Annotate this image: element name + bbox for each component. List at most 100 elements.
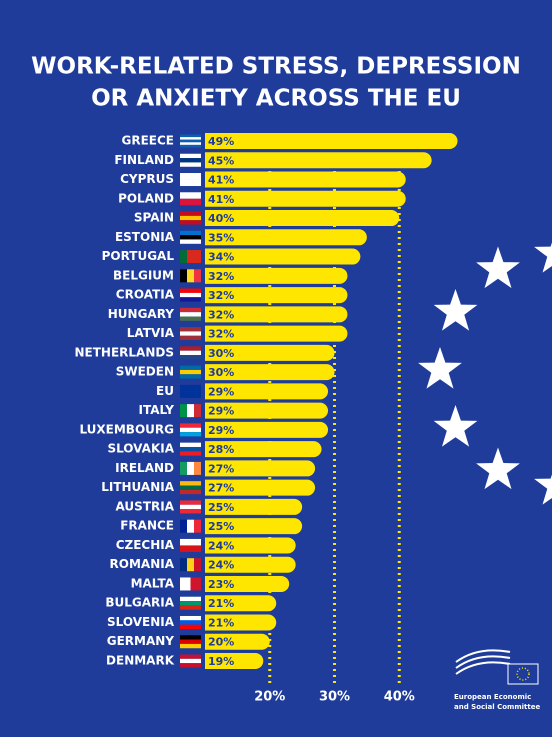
flag [180, 423, 201, 428]
flag [180, 307, 201, 313]
category-label: CYPRUS [120, 172, 174, 186]
flag [180, 404, 187, 418]
flag [187, 558, 194, 572]
flag [180, 658, 201, 664]
flag [180, 144, 201, 148]
category-label: SPAIN [134, 211, 174, 225]
flag [180, 391, 201, 398]
flag [180, 350, 201, 356]
category-label: ROMANIA [110, 557, 175, 571]
bar [205, 344, 335, 361]
bar [205, 421, 329, 438]
bar [205, 306, 348, 323]
flag [180, 355, 201, 360]
flag [180, 596, 201, 602]
chart-title: WORK-RELATED STRESS, DEPRESSION [31, 54, 521, 80]
flag [180, 211, 201, 216]
flag [180, 489, 201, 495]
flag [180, 235, 201, 240]
category-label: PORTUGAL [102, 249, 175, 263]
category-label: SWEDEN [116, 365, 174, 379]
star [534, 474, 552, 505]
flag [180, 335, 201, 341]
flag [190, 577, 201, 591]
star [476, 447, 520, 490]
flag [180, 134, 201, 138]
bar [205, 248, 361, 265]
flag [180, 442, 201, 447]
flag [180, 624, 201, 629]
flag [180, 327, 201, 332]
star [418, 347, 462, 389]
category-label: CZECHIA [116, 538, 175, 552]
value-label: 25% [208, 501, 234, 514]
star [433, 289, 478, 331]
value-label: 21% [208, 616, 234, 629]
flag [180, 605, 201, 610]
flag [180, 500, 201, 505]
flag [180, 374, 201, 379]
value-label: 40% [208, 212, 234, 225]
bar [205, 229, 367, 246]
bar [205, 210, 400, 227]
flag [180, 250, 187, 264]
bar [205, 614, 277, 631]
flag [180, 312, 201, 317]
flag [194, 404, 201, 418]
flag [180, 519, 187, 533]
value-label: 28% [208, 443, 234, 456]
flag [194, 461, 201, 475]
flag [180, 316, 201, 321]
category-label: CROATIA [116, 288, 175, 302]
value-label: 21% [208, 597, 234, 610]
value-label: 41% [208, 193, 234, 206]
flag [180, 192, 201, 199]
value-label: 32% [208, 328, 234, 341]
bar [205, 383, 329, 400]
bar [205, 575, 290, 592]
flag [180, 346, 201, 351]
flag [187, 404, 194, 418]
category-label: FINLAND [114, 153, 174, 167]
category-label: GERMANY [107, 634, 175, 648]
star [476, 246, 520, 289]
flag [180, 577, 191, 591]
flag [180, 663, 201, 668]
flag [180, 635, 201, 640]
category-label: POLAND [118, 191, 174, 205]
value-label: 30% [208, 347, 234, 360]
value-label: 29% [208, 385, 234, 398]
flag [194, 269, 201, 283]
bar [205, 171, 406, 188]
x-tick-label: 20% [254, 690, 285, 705]
flag [180, 153, 201, 159]
bar [205, 518, 303, 535]
bar [205, 325, 348, 342]
category-label: MALTA [131, 576, 175, 590]
category-label: HUNGARY [108, 307, 175, 321]
category-label: DENMARK [106, 654, 175, 668]
flag [180, 173, 201, 180]
value-label: 35% [208, 231, 234, 244]
flag [187, 250, 194, 264]
bar [205, 556, 296, 573]
value-label: 27% [208, 482, 234, 495]
category-label: LATVIA [127, 326, 175, 340]
flag [180, 451, 201, 456]
value-label: 29% [208, 405, 234, 418]
value-label: 25% [208, 520, 234, 533]
flag [180, 538, 201, 546]
flag [194, 519, 201, 533]
category-label: SLOVAKIA [107, 442, 174, 456]
category-label: LITHUANIA [101, 480, 175, 494]
flag [180, 485, 201, 490]
bar [205, 537, 296, 554]
bar [205, 479, 316, 496]
flag [180, 615, 201, 621]
flag [180, 230, 201, 236]
flag [180, 331, 201, 336]
bar [205, 441, 322, 458]
flag [180, 620, 201, 625]
x-tick-label: 40% [384, 690, 415, 705]
